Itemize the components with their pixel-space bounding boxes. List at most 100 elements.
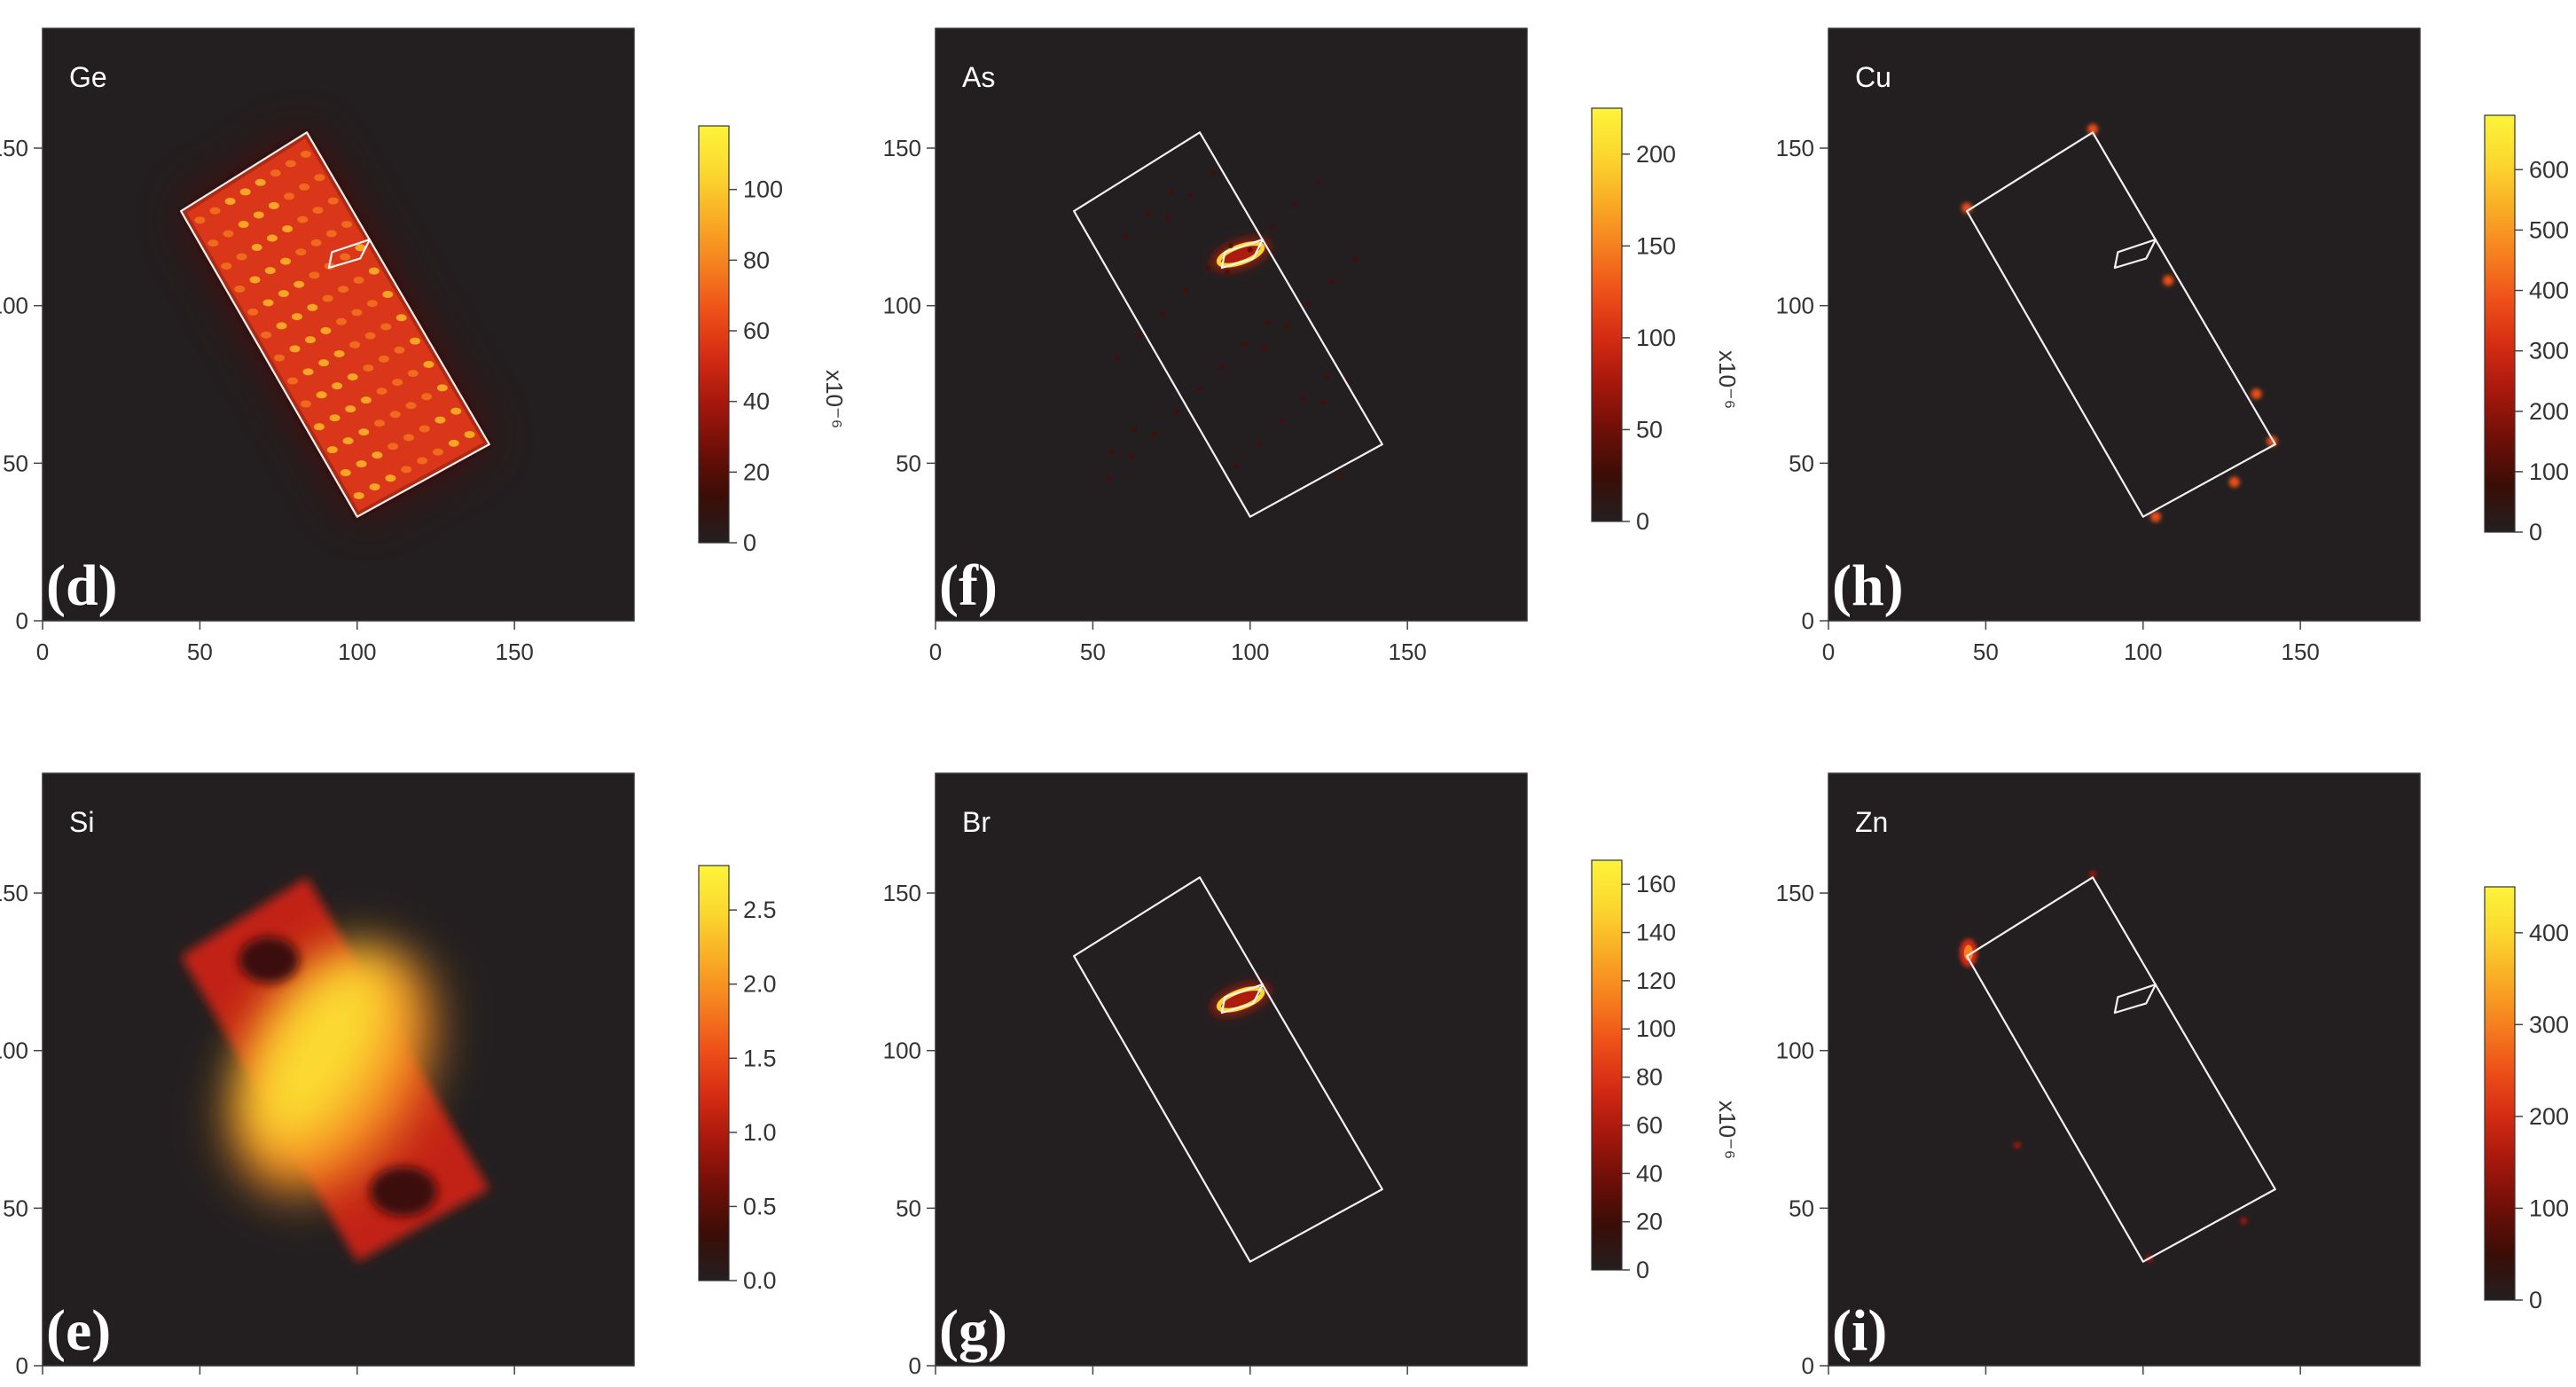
y-tick-label: 100 — [0, 293, 28, 319]
panel-cu: Cu (h) 0 50 100 150 0 50 100 150 0 100 200 300 400 500 6… — [1776, 27, 2569, 665]
ge-spot — [295, 248, 307, 256]
ge-spot — [274, 354, 286, 362]
colorbar — [1591, 107, 1623, 522]
ge-spot — [382, 290, 394, 298]
noise-speck — [1128, 453, 1134, 459]
sample-outline — [1966, 131, 2276, 518]
colorbar — [1591, 859, 1623, 1271]
colorbar-tick-label: 60 — [743, 317, 770, 344]
noise-speck — [1182, 287, 1188, 294]
inclusion-glow — [1211, 239, 1270, 270]
inclusion-outline — [2113, 983, 2157, 1015]
ge-spot — [300, 150, 311, 158]
ge-spot — [347, 373, 358, 381]
colorbar-tick-label: 2.5 — [743, 897, 777, 923]
plot-frame — [42, 772, 635, 1367]
noise-speck — [1137, 333, 1143, 339]
ge-spot — [234, 285, 246, 293]
noise-speck — [1324, 373, 1330, 380]
panel-ge: Ge (d) 0 50 100 150 0 50 100 150 0 20 40 60 80 100 x10⁻⁶ — [0, 27, 848, 665]
y-tick-label: 50 — [1789, 450, 1814, 476]
ge-spot — [249, 276, 261, 284]
colorbar-tick-label: 100 — [743, 176, 783, 203]
element-label: Cu — [1855, 61, 1891, 93]
ge-spot — [254, 178, 266, 186]
noise-speck — [1265, 319, 1271, 325]
x-tick-label: 100 — [338, 639, 376, 665]
ge-spot — [278, 290, 289, 298]
ge-spot — [395, 314, 407, 322]
heatmap-as — [1106, 170, 1358, 482]
colorbar-tick-label: 120 — [1636, 968, 1676, 994]
colorbar-tick-label: 20 — [743, 458, 770, 485]
y-tick-label: 100 — [883, 1038, 921, 1064]
ge-spot — [421, 393, 433, 401]
heatmap-si — [181, 877, 489, 1262]
ge-spot — [239, 188, 251, 196]
x-tick-label: 100 — [338, 1383, 376, 1387]
ge-spot — [353, 491, 364, 499]
ge-spot — [369, 483, 380, 491]
noise-speck — [1261, 345, 1267, 351]
noise-speck — [1146, 211, 1152, 217]
zn-spot — [2240, 1217, 2248, 1225]
colorbar-tick-label: 60 — [1636, 1112, 1663, 1139]
ge-spot — [251, 244, 262, 252]
ge-spot — [318, 359, 330, 367]
ge-spot — [261, 331, 272, 339]
ge-spot — [294, 280, 305, 288]
plot-frame — [935, 27, 1528, 622]
ge-body — [181, 132, 489, 517]
colorbar-tick-label: 80 — [743, 247, 770, 273]
inclusion-outline — [1220, 239, 1265, 270]
ge-spot — [358, 428, 370, 436]
colorbar-tick-label: 0.5 — [743, 1193, 777, 1219]
noise-speck — [1108, 450, 1115, 456]
colorbar-tick-label: 400 — [2529, 920, 2569, 946]
x-tick-label: 50 — [187, 639, 213, 665]
x-tick-label: 50 — [1973, 639, 1999, 665]
element-label: Zn — [1855, 806, 1888, 838]
x-tick-label: 150 — [2281, 639, 2319, 665]
ge-spot — [280, 257, 292, 265]
colorbar-multiplier: x10⁻⁶ — [1714, 350, 1741, 409]
colorbar-tick-label: 1.0 — [743, 1119, 777, 1146]
noise-speck — [1338, 472, 1344, 478]
ge-spot — [340, 253, 351, 261]
ge-spot — [266, 234, 278, 242]
colorbar-tick-label: 0 — [1636, 1257, 1649, 1283]
cu-hotspot — [2149, 511, 2161, 522]
x-tick-label: 0 — [36, 639, 49, 665]
y-tick-label: 150 — [1776, 135, 1814, 161]
inclusion-outline — [2113, 239, 2157, 270]
colorbar-tick-label: 100 — [2529, 458, 2569, 485]
ge-spot — [223, 230, 234, 238]
x-tick-label: 50 — [1080, 639, 1106, 665]
ge-spot — [392, 379, 403, 387]
y-tick-label: 50 — [3, 450, 28, 476]
noise-speck — [1227, 243, 1233, 249]
colorbar-tick-label: 20 — [1636, 1209, 1663, 1235]
x-tick-label: 150 — [495, 1383, 533, 1387]
noise-speck — [1284, 323, 1290, 329]
colorbar-tick-label: 150 — [1636, 232, 1676, 259]
colorbar-tick-label: 0.0 — [743, 1267, 777, 1294]
ge-spot — [340, 469, 351, 477]
colorbar-tick-label: 160 — [1636, 871, 1676, 897]
panel-letter: (g) — [939, 1298, 1007, 1363]
ge-spot — [304, 336, 316, 344]
ge-spot — [314, 174, 325, 182]
panel-letter: (e) — [46, 1298, 111, 1363]
ge-spot — [309, 271, 320, 279]
ge-spot — [313, 423, 325, 431]
x-tick-label: 100 — [2124, 639, 2162, 665]
noise-speck — [1219, 364, 1225, 370]
element-label: Br — [962, 806, 990, 838]
plot-area — [936, 28, 1527, 621]
ge-spot — [432, 448, 443, 456]
plot-frame — [935, 772, 1528, 1367]
ge-spot — [224, 198, 236, 206]
ge-spot — [419, 425, 430, 433]
panel-as: As (f) 50 100 150 0 50 100 150 0 50 100 150 200 x10⁻⁶ — [883, 27, 1741, 665]
cu-hotspot — [2087, 123, 2099, 135]
